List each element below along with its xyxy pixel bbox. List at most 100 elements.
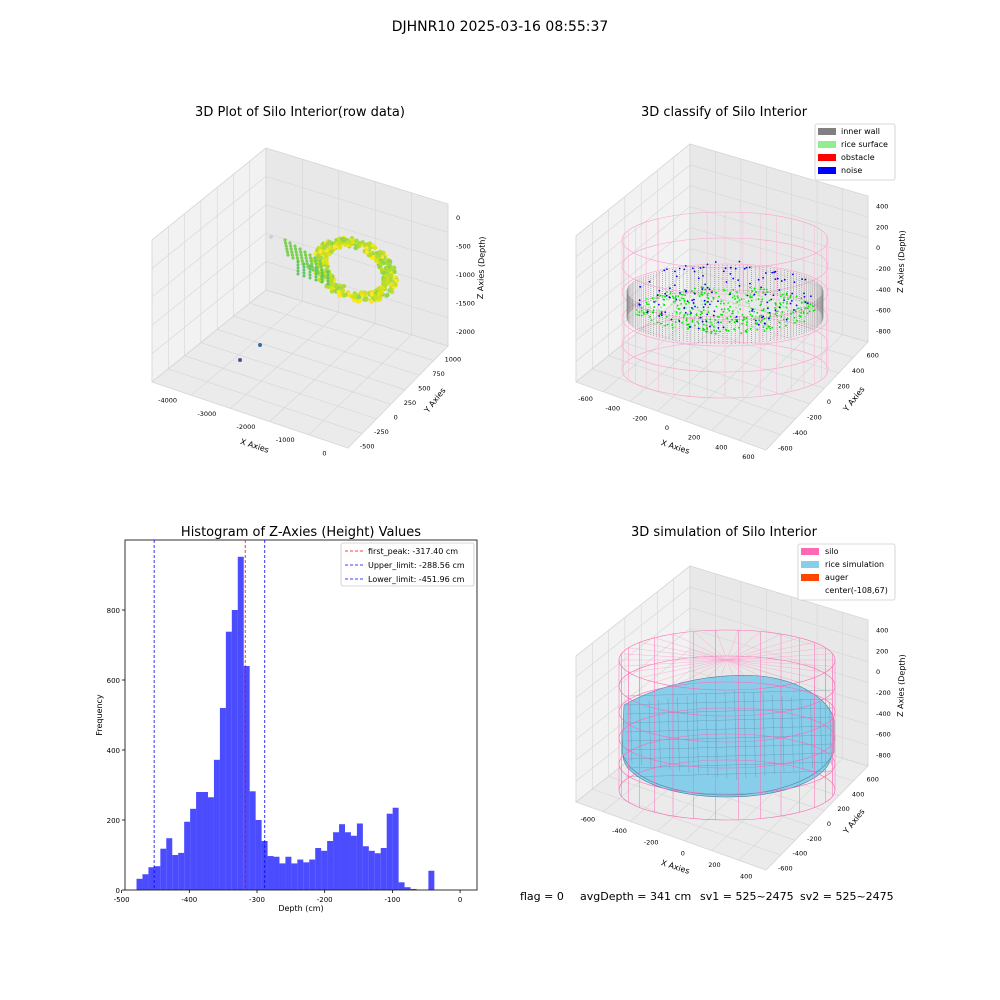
data-point (285, 250, 289, 254)
rice-mesh-line (829, 701, 832, 766)
rice-point (728, 320, 731, 323)
noise-point (675, 298, 678, 301)
noise-point (660, 312, 663, 314)
footer-flag: flag = 0 (520, 890, 564, 903)
rice-point (787, 298, 789, 301)
rice-point (726, 312, 728, 314)
y-tick-label: 1000 (445, 355, 462, 363)
rice-mesh-line (772, 694, 775, 775)
data-point (371, 254, 376, 260)
noise-point (760, 286, 763, 289)
rice-point (779, 291, 782, 294)
noise-point (722, 326, 725, 329)
noise-point (785, 318, 788, 321)
rice-point (672, 301, 675, 303)
data-point (293, 244, 297, 248)
noise-point (738, 284, 741, 287)
rice-point (682, 293, 684, 296)
panel1-3d-axes: -4000 -3000 -2000 -1000 0 -500 -250 0 2505007501… (151, 147, 487, 457)
legend-noise-swatch (818, 167, 836, 174)
silo-roof-wire (726, 659, 739, 690)
grid-line (624, 342, 810, 404)
rice-point (714, 332, 717, 335)
data-point (388, 278, 393, 283)
grid-line (575, 565, 869, 657)
rice-point (806, 307, 809, 310)
noise-point (764, 272, 767, 274)
rice-point (778, 326, 781, 328)
noise-point (691, 306, 693, 309)
rice-point (732, 302, 735, 305)
rice-mesh-line (625, 698, 833, 706)
hist-bar (321, 850, 328, 890)
grid-line (575, 185, 869, 278)
rice-point (783, 292, 786, 295)
y-tick-label: 600 (867, 352, 879, 360)
rice-point (710, 332, 713, 335)
data-point (309, 259, 313, 263)
noise-point (724, 267, 727, 270)
rice-point (638, 311, 641, 313)
rice-point (723, 303, 726, 306)
noise-point (766, 307, 769, 310)
noise-point (764, 293, 767, 296)
rice-point (745, 321, 748, 324)
rice-point (800, 297, 803, 299)
data-point (299, 250, 303, 254)
legend-rice-sim: rice simulation (825, 560, 884, 569)
hist-bar (231, 610, 238, 890)
rice-point (701, 303, 704, 306)
rice-point (740, 332, 743, 335)
rice-point (780, 323, 782, 325)
rice-point (746, 302, 749, 305)
rice-point (736, 291, 738, 293)
noise-point (701, 320, 704, 323)
noise-point (684, 265, 687, 267)
noise-point (697, 327, 700, 330)
silo-roof-wire (726, 659, 800, 683)
data-point (308, 270, 312, 274)
rice-point (694, 324, 696, 327)
noise-point (749, 282, 751, 285)
noise-point (684, 290, 687, 293)
rice-point (704, 309, 706, 312)
noise-point (699, 267, 702, 269)
rice-point (651, 297, 654, 300)
footer-sv2: sv2 = 525~2475 (800, 890, 894, 903)
silo-roof-wire (654, 659, 728, 683)
z-tick-label: 200 (876, 223, 888, 231)
rice-point (691, 320, 694, 323)
hist-bar (285, 856, 292, 890)
data-point (285, 247, 289, 251)
rice-point (749, 296, 751, 299)
rice-point (757, 292, 760, 295)
hist-bar (178, 852, 185, 890)
noise-point (743, 267, 746, 270)
rice-point (715, 330, 718, 333)
data-point (367, 241, 373, 246)
rice-point (746, 329, 749, 332)
data-point (381, 270, 386, 276)
rice-point (741, 322, 744, 325)
y-tick-label: 0 (394, 414, 398, 422)
rice-point (755, 291, 757, 293)
y-tick-label: -500 (360, 443, 375, 451)
rice-point (641, 311, 643, 314)
rice-point (771, 326, 774, 329)
noise-point (708, 288, 711, 291)
rice-point (642, 311, 645, 314)
rice-point (671, 326, 674, 329)
y-tick-label: -400 (792, 429, 807, 437)
data-point (318, 249, 323, 254)
data-point (310, 265, 314, 269)
rice-point (671, 295, 674, 298)
hist-y-tick-label: 600 (107, 677, 120, 685)
noise-point (703, 299, 706, 302)
rice-point (720, 321, 722, 324)
rice-point (742, 316, 745, 319)
rice-point (795, 322, 798, 325)
rice-point (697, 293, 700, 296)
rice-point (748, 294, 751, 297)
data-point (305, 259, 309, 263)
hist-bar (386, 813, 393, 890)
